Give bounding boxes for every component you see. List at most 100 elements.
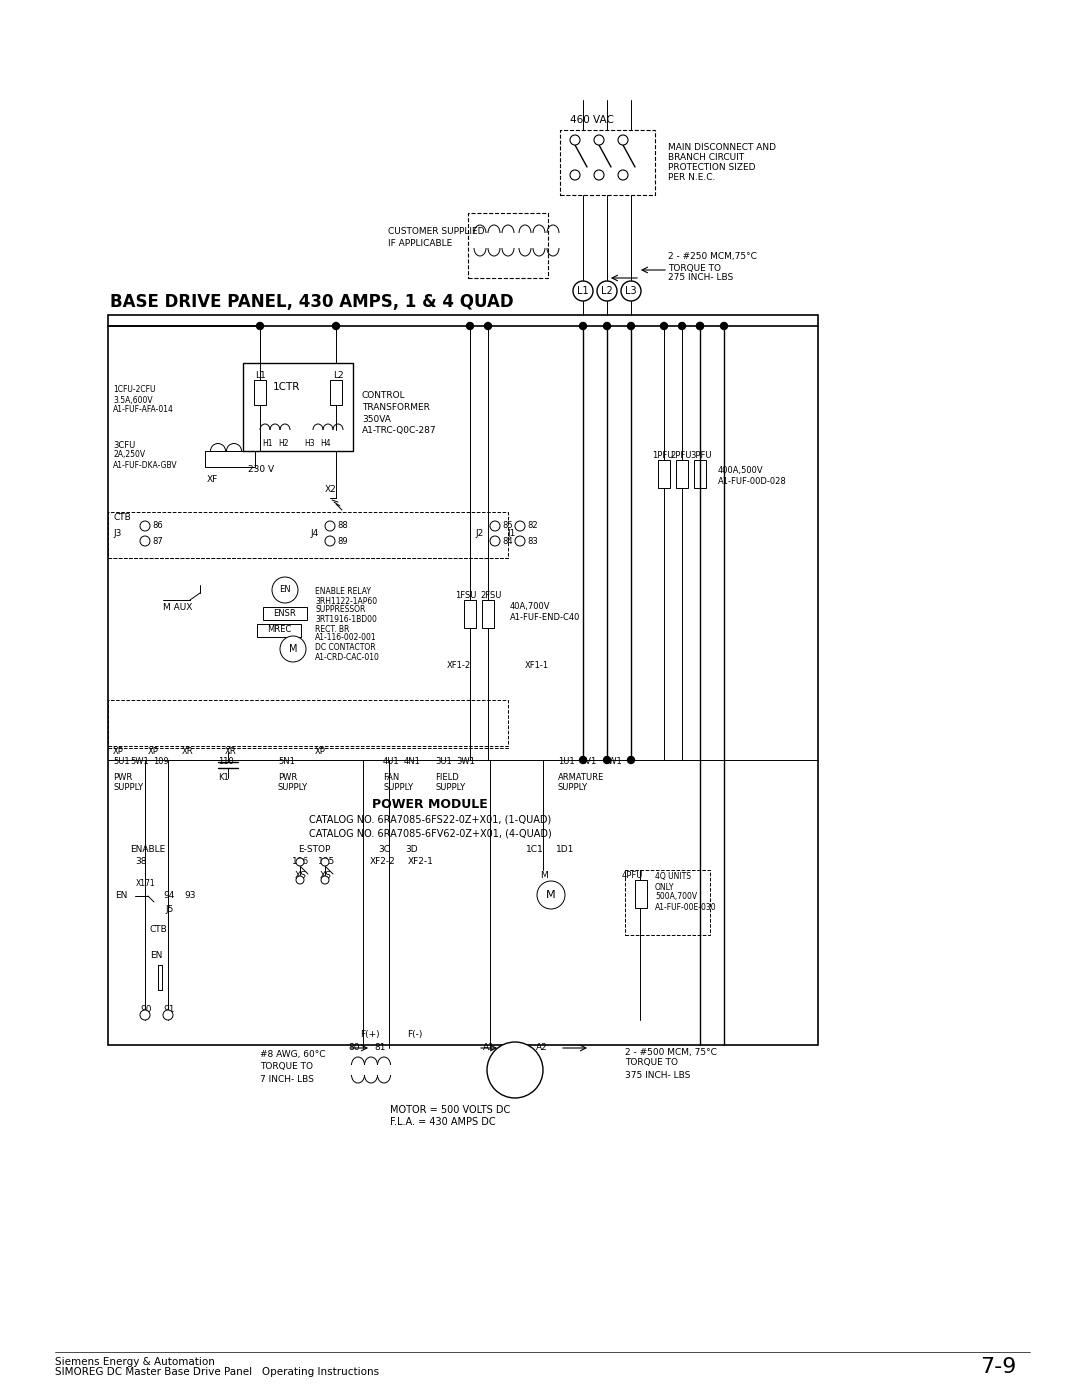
Circle shape <box>333 323 339 330</box>
Text: 3RT1916-1BD00: 3RT1916-1BD00 <box>315 615 377 623</box>
Text: IF APPLICABLE: IF APPLICABLE <box>388 239 453 249</box>
Text: 275 INCH- LBS: 275 INCH- LBS <box>669 274 733 282</box>
Text: 90: 90 <box>140 1006 151 1014</box>
Text: A1-FUF-00D-028: A1-FUF-00D-028 <box>718 478 786 486</box>
Text: EN: EN <box>114 891 127 901</box>
Circle shape <box>570 170 580 180</box>
Circle shape <box>618 136 627 145</box>
Text: XR: XR <box>225 747 237 757</box>
Circle shape <box>618 170 627 180</box>
Circle shape <box>661 323 667 330</box>
Text: DC CONTACTOR: DC CONTACTOR <box>315 644 376 652</box>
Text: 2 - #250 MCM,75°C: 2 - #250 MCM,75°C <box>669 251 757 260</box>
Circle shape <box>325 521 335 531</box>
Text: XF2-1: XF2-1 <box>408 858 434 866</box>
Text: 106: 106 <box>292 858 309 866</box>
Text: SUPPLY: SUPPLY <box>435 782 465 792</box>
Circle shape <box>140 521 150 531</box>
Circle shape <box>325 536 335 546</box>
Bar <box>464 599 476 629</box>
Text: MOTOR = 500 VOLTS DC: MOTOR = 500 VOLTS DC <box>390 1105 510 1115</box>
Text: 83: 83 <box>527 536 538 545</box>
Text: 4PFU: 4PFU <box>622 872 644 880</box>
Text: CONTROL: CONTROL <box>362 391 406 400</box>
Text: 3C: 3C <box>378 845 390 855</box>
Text: M: M <box>288 644 297 654</box>
Text: XF: XF <box>207 475 218 485</box>
Circle shape <box>140 536 150 546</box>
Text: A1-TRC-Q0C-287: A1-TRC-Q0C-287 <box>362 426 436 436</box>
Circle shape <box>490 536 500 546</box>
Text: RECT. BR: RECT. BR <box>315 624 349 633</box>
Text: PROTECTION SIZED: PROTECTION SIZED <box>669 163 756 172</box>
Text: 500A,700V: 500A,700V <box>654 893 697 901</box>
Circle shape <box>296 858 303 866</box>
Circle shape <box>321 876 329 884</box>
Text: CUSTOMER SUPPLIED: CUSTOMER SUPPLIED <box>388 228 485 236</box>
Text: FAN: FAN <box>383 774 400 782</box>
Bar <box>561 130 654 196</box>
Circle shape <box>594 170 604 180</box>
Circle shape <box>678 323 686 330</box>
Text: SUPPLY: SUPPLY <box>278 782 308 792</box>
Circle shape <box>580 323 586 330</box>
Text: SIMOREG DC Master Base Drive Panel   Operating Instructions: SIMOREG DC Master Base Drive Panel Opera… <box>55 1368 379 1377</box>
Circle shape <box>467 323 473 330</box>
Text: J2: J2 <box>475 529 483 538</box>
Text: XF2-2: XF2-2 <box>370 858 395 866</box>
Text: 1C1: 1C1 <box>526 845 543 855</box>
Text: TRANSFORMER: TRANSFORMER <box>362 402 430 412</box>
Text: CATALOG NO. 6RA7085-6FV62-0Z+X01, (4-QUAD): CATALOG NO. 6RA7085-6FV62-0Z+X01, (4-QUA… <box>309 828 552 838</box>
Text: L3: L3 <box>625 286 637 296</box>
Circle shape <box>597 281 617 300</box>
Text: 5U1: 5U1 <box>113 757 130 767</box>
Circle shape <box>570 136 580 145</box>
Text: SUPPRESSOR: SUPPRESSOR <box>315 605 365 615</box>
Text: FIELD: FIELD <box>435 774 459 782</box>
Text: A2: A2 <box>536 1044 548 1052</box>
Text: ARMATURE: ARMATURE <box>558 774 604 782</box>
Text: XS: XS <box>295 870 307 880</box>
Text: POWER MODULE: POWER MODULE <box>373 799 488 812</box>
Text: 88: 88 <box>337 521 348 531</box>
Text: EN: EN <box>150 950 162 960</box>
Bar <box>635 880 647 908</box>
Text: 109: 109 <box>153 757 168 767</box>
Circle shape <box>296 876 303 884</box>
Text: J1: J1 <box>507 529 515 538</box>
Text: J4: J4 <box>310 529 319 538</box>
Circle shape <box>720 323 728 330</box>
Text: SUPPLY: SUPPLY <box>558 782 589 792</box>
Text: 89: 89 <box>337 536 348 545</box>
Bar <box>658 460 670 488</box>
Bar <box>257 624 301 637</box>
Text: J3: J3 <box>113 529 121 538</box>
Text: XP: XP <box>113 747 124 757</box>
Text: A1-CRD-CAC-010: A1-CRD-CAC-010 <box>315 652 380 662</box>
Text: L1: L1 <box>255 370 266 380</box>
Circle shape <box>257 323 264 330</box>
Text: 1U1: 1U1 <box>558 757 575 767</box>
Circle shape <box>321 858 329 866</box>
Text: 91: 91 <box>163 1006 175 1014</box>
Text: 3U1: 3U1 <box>435 757 451 767</box>
Text: BRANCH CIRCUIT: BRANCH CIRCUIT <box>669 154 744 162</box>
Text: A1-FUF-END-C40: A1-FUF-END-C40 <box>510 613 580 623</box>
Text: L2: L2 <box>602 286 612 296</box>
Text: A1-FUF-00E-030: A1-FUF-00E-030 <box>654 902 717 911</box>
Bar <box>264 608 307 620</box>
Text: H4: H4 <box>320 439 330 447</box>
Text: 350VA: 350VA <box>362 415 391 423</box>
Circle shape <box>487 1042 543 1098</box>
Text: A1-FUF-AFA-014: A1-FUF-AFA-014 <box>113 405 174 415</box>
Text: 105: 105 <box>318 858 335 866</box>
Text: 84: 84 <box>502 536 513 545</box>
Text: H2: H2 <box>278 439 288 447</box>
Text: ENABLE: ENABLE <box>130 845 165 855</box>
Text: 7 INCH- LBS: 7 INCH- LBS <box>260 1074 314 1084</box>
Text: MREC: MREC <box>267 626 292 634</box>
Circle shape <box>594 136 604 145</box>
Text: XP: XP <box>315 747 326 757</box>
Text: 85: 85 <box>502 521 513 531</box>
Text: 40A,700V: 40A,700V <box>510 602 551 612</box>
